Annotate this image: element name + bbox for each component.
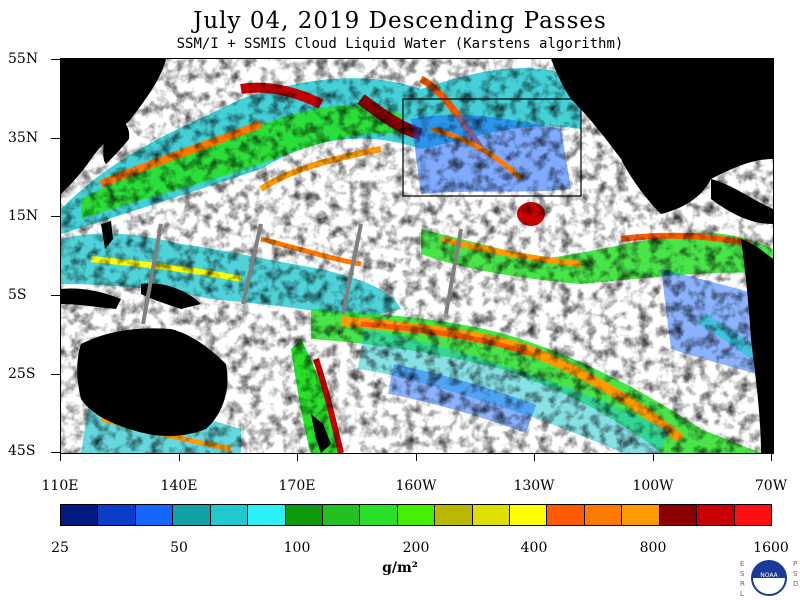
lon-tick xyxy=(771,453,772,461)
colorbar-cell xyxy=(697,505,735,525)
lat-label-45s: 45S xyxy=(8,443,36,459)
colorbar-label-200: 200 xyxy=(402,540,430,556)
colorbar-cell xyxy=(510,505,548,525)
lon-tick xyxy=(179,453,180,461)
lon-label-70w: 70W xyxy=(754,478,788,494)
colorbar-cell xyxy=(584,505,623,525)
svg-text:P: P xyxy=(793,560,797,568)
colorbar xyxy=(60,504,772,526)
lon-label-100w: 100W xyxy=(632,478,674,494)
lon-label-140e: 140E xyxy=(160,478,198,494)
colorbar-label-50: 50 xyxy=(170,540,188,556)
colorbar-cell xyxy=(248,505,286,525)
lat-label-35n: 35N xyxy=(8,130,39,146)
land-masses xyxy=(61,59,773,453)
colorbar-cell xyxy=(734,505,772,525)
colorbar-label-25: 25 xyxy=(51,540,69,556)
colorbar-label-400: 400 xyxy=(520,540,548,556)
colorbar-cell xyxy=(435,505,473,525)
lat-label-55n: 55N xyxy=(8,51,39,67)
colorbar-cell xyxy=(472,505,511,525)
svg-text:R: R xyxy=(740,580,745,588)
lat-tick xyxy=(51,216,60,217)
svg-text:L: L xyxy=(740,590,744,598)
svg-text:NOAA: NOAA xyxy=(760,572,778,579)
colorbar-unit: g/m² xyxy=(382,560,418,576)
colorbar-cell xyxy=(98,505,136,525)
colorbar-label-1600: 1600 xyxy=(753,540,789,556)
region-box xyxy=(402,98,582,197)
lat-tick xyxy=(51,452,60,453)
colorbar-cell xyxy=(322,505,361,525)
lon-label-110e: 110E xyxy=(41,478,79,494)
map-title: July 04, 2019 Descending Passes xyxy=(193,8,607,34)
cloud-liquid-water-map xyxy=(60,58,774,454)
lat-label-15n: 15N xyxy=(8,208,39,224)
lon-tick xyxy=(416,453,417,461)
colorbar-cell xyxy=(173,505,211,525)
lon-tick xyxy=(534,453,535,461)
colorbar-cell xyxy=(360,505,398,525)
svg-text:S: S xyxy=(740,570,745,578)
map-subtitle: SSM/I + SSMIS Cloud Liquid Water (Karste… xyxy=(176,36,624,52)
lon-tick xyxy=(653,453,654,461)
colorbar-cell xyxy=(622,505,660,525)
lon-label-160w: 160W xyxy=(395,478,437,494)
colorbar-label-100: 100 xyxy=(283,540,311,556)
lon-tick xyxy=(297,453,298,461)
lat-tick xyxy=(51,295,60,296)
svg-text:E: E xyxy=(740,560,744,568)
lat-tick xyxy=(51,374,60,375)
map-canvas xyxy=(61,59,773,453)
lat-tick xyxy=(51,59,60,60)
colorbar-cell xyxy=(135,505,174,525)
svg-text:D: D xyxy=(793,580,798,588)
colorbar-cell xyxy=(285,505,323,525)
lat-label-25s: 25S xyxy=(8,366,36,382)
no-data-swaths xyxy=(141,223,463,325)
colorbar-cell xyxy=(547,505,585,525)
colorbar-cell xyxy=(397,505,436,525)
lon-tick xyxy=(60,453,61,461)
colorbar-cell xyxy=(210,505,249,525)
noaa-logo: E S R L NOAA P S D xyxy=(740,560,798,598)
lon-label-170e: 170E xyxy=(278,478,316,494)
colorbar-label-800: 800 xyxy=(639,540,667,556)
lat-tick xyxy=(51,138,60,139)
lon-label-130w: 130W xyxy=(513,478,555,494)
svg-text:S: S xyxy=(793,570,798,578)
lat-label-5s: 5S xyxy=(8,287,27,303)
colorbar-cell xyxy=(61,505,99,525)
colorbar-cell xyxy=(659,505,698,525)
